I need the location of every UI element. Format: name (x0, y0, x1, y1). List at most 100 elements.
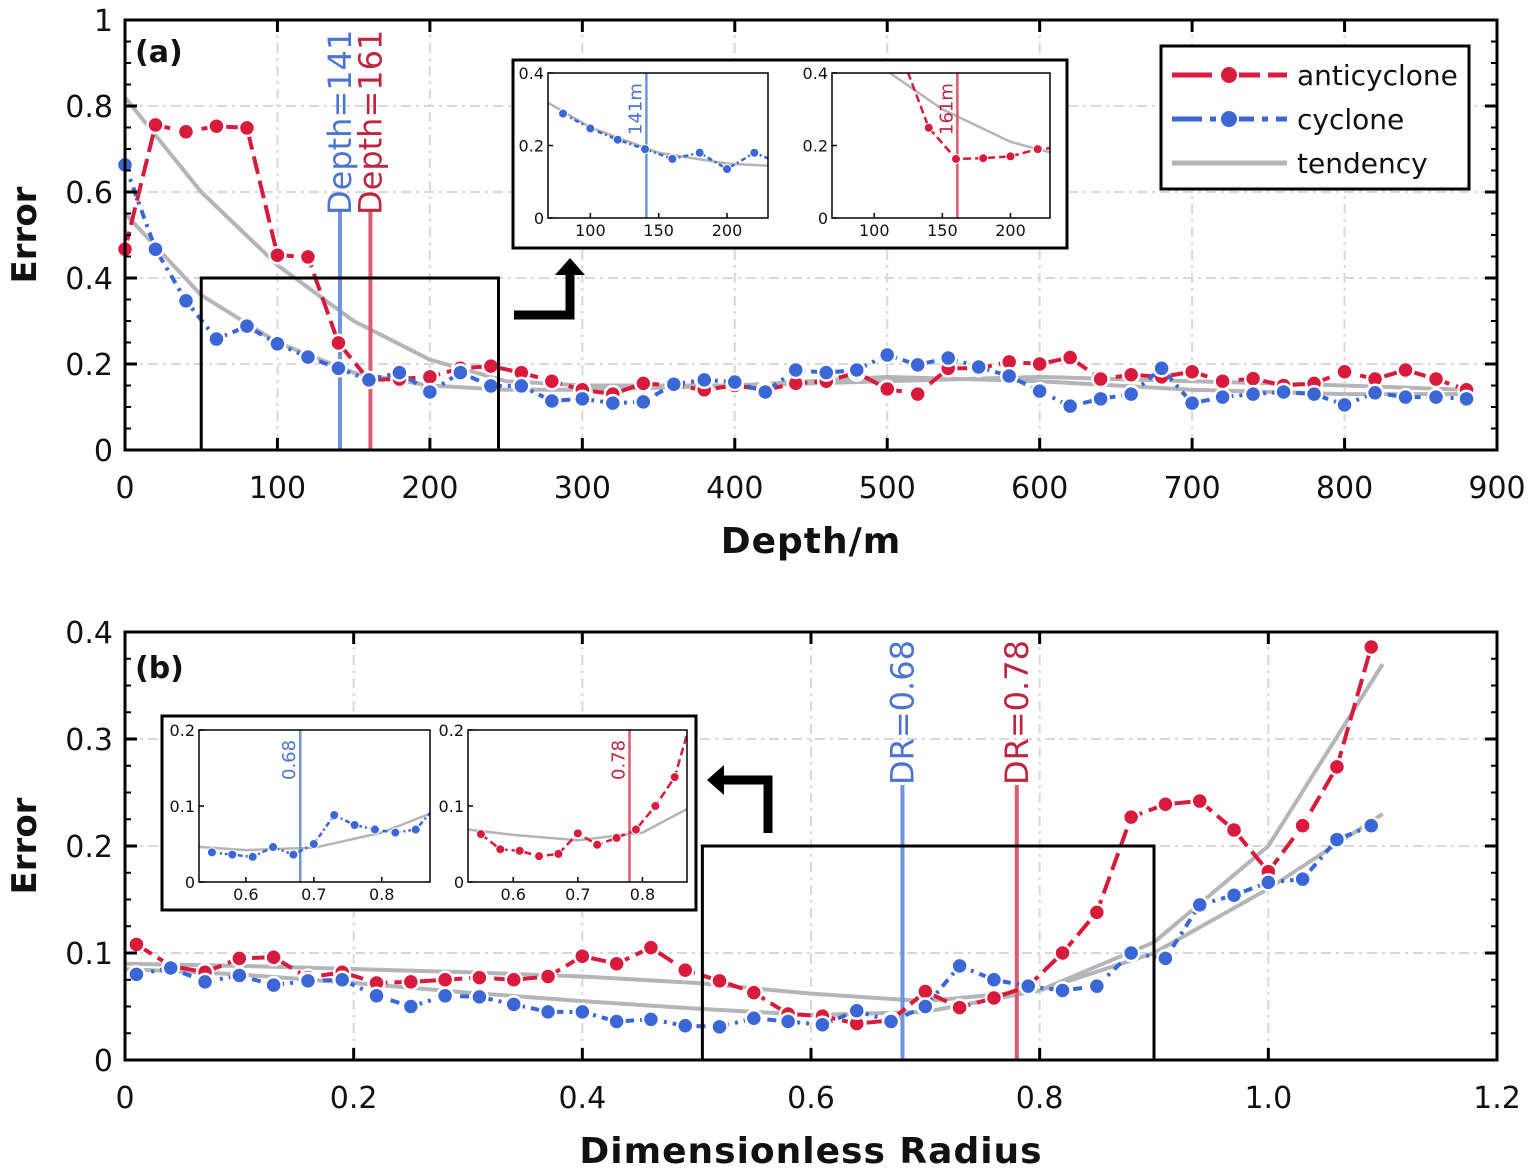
anticyclone-point (675, 960, 695, 980)
cyclone-point (1274, 382, 1293, 402)
cyclone-point (329, 359, 348, 378)
cyclone-point (1224, 885, 1244, 905)
anticyclone-point (641, 938, 661, 957)
inset-y-tick-label: 0.1 (439, 797, 464, 816)
arrow-icon (514, 272, 575, 320)
anticyclone-point (470, 968, 489, 987)
cyclone-point (538, 1002, 558, 1022)
cyclone-point (504, 995, 523, 1014)
cyclone-point (390, 363, 409, 382)
anticyclone-point (1190, 791, 1209, 811)
legend-tendency-label: tendency (1297, 147, 1428, 180)
arrow-head-icon (707, 765, 724, 795)
cyclone-point (916, 997, 935, 1016)
x-tick-label: 700 (1163, 471, 1220, 506)
cyclone-point (237, 316, 257, 336)
cyclone-point (332, 970, 352, 989)
cyclone-point (778, 1012, 798, 1031)
inset-x-tick-label: 100 (859, 221, 890, 240)
anticyclone-point (1293, 816, 1312, 835)
anticyclone-point (870, 49, 879, 58)
inset-x-tick-label: 0.6 (500, 885, 525, 904)
cyclone-point (675, 1016, 695, 1036)
x-tick-label: 500 (859, 471, 916, 506)
anticyclone-point (207, 116, 226, 136)
cyclone-point (694, 147, 705, 158)
cyclone-point (908, 355, 927, 375)
y-tick-label: 0.4 (65, 616, 113, 651)
anticyclone-point (504, 970, 523, 989)
inset-y-tick-label: 0 (534, 209, 544, 228)
anticyclone-point (611, 832, 622, 843)
arrow-icon (722, 775, 773, 833)
cyclone-point (1030, 381, 1049, 401)
anticyclone-point (984, 988, 1004, 1008)
cyclone-point (369, 824, 380, 835)
zoom-region-box (700, 844, 1156, 1062)
x-axis-label: Depth/m (721, 521, 902, 562)
legend: anticyclone cyclone tendency (1159, 44, 1471, 191)
anticyclone-point (1156, 795, 1175, 814)
cyclone-point (1335, 395, 1354, 415)
anticyclone-point (237, 118, 257, 138)
x-tick-label: 0.2 (330, 1081, 378, 1116)
inset-y-tick-label: 0.4 (519, 64, 544, 83)
cyclone-point (298, 347, 318, 367)
anticyclone-point (573, 946, 592, 966)
cyclone-point (969, 357, 988, 377)
cyclone-point (1087, 976, 1107, 996)
anticyclone-point (1032, 144, 1043, 155)
cyclone-threshold-label: Depth=141 (321, 30, 359, 215)
anticyclone-point (127, 935, 146, 954)
cyclone-point (881, 1012, 901, 1031)
y-tick-label: 0.6 (65, 176, 113, 211)
cyclone-point (847, 360, 866, 380)
inset-y-tick-label: 0.2 (803, 137, 828, 156)
inset-x-tick-label: 200 (712, 221, 743, 240)
inset-y-tick-label: 0.4 (803, 64, 828, 83)
cyclone-point (585, 123, 596, 134)
cyclone-point (247, 851, 258, 862)
cyclone-point (308, 839, 319, 849)
cyclone-point (1293, 869, 1312, 889)
anticyclone-point (1426, 369, 1446, 389)
panel-label: (b) (135, 651, 184, 686)
anticyclone-point (176, 122, 196, 142)
cyclone-point (288, 849, 299, 860)
x-tick-label: 100 (249, 471, 306, 506)
inset-frame (511, 58, 1069, 250)
cyclone-point (1327, 830, 1347, 849)
cyclone-point (1259, 873, 1278, 892)
anticyclone-point (634, 374, 653, 393)
anticyclone-point (1224, 820, 1244, 840)
cyclone-point (816, 363, 836, 382)
inset-x-tick-label: 0.8 (630, 885, 655, 904)
y-tick-label: 0.1 (65, 937, 113, 972)
cyclone-point (470, 987, 489, 1007)
anticyclone-point (877, 379, 897, 399)
cyclone-point (1426, 387, 1446, 407)
anticyclone-point (435, 970, 455, 989)
inset-y-tick-label: 0.1 (170, 797, 195, 816)
inset-x-tick-label: 200 (995, 221, 1026, 240)
anticyclone-point (1396, 360, 1415, 380)
cyclone-point (725, 372, 745, 392)
anticyclone-point (630, 824, 641, 835)
anticyclone-point (1091, 369, 1110, 389)
inset: 141m 100 150 200 0 0.2 0.4 161m 100 150 200 0 0.2 0.4 (511, 49, 1069, 250)
legend-cyclone-marker (1219, 109, 1239, 129)
cyclone-point (451, 363, 470, 382)
cyclone-point (641, 1010, 661, 1029)
y-tick-label: 0.8 (65, 90, 113, 125)
anticyclone-point (268, 245, 287, 265)
inset-threshold-label: 0.78 (609, 740, 630, 780)
cyclone-point (573, 389, 592, 409)
cyclone-point (664, 374, 684, 394)
cyclone-point (1457, 389, 1476, 409)
cyclone-point (877, 345, 897, 365)
cyclone-point (1152, 359, 1171, 378)
anticyclone-point (923, 122, 934, 133)
anticyclone-point (553, 848, 564, 859)
cyclone-point (999, 366, 1019, 386)
